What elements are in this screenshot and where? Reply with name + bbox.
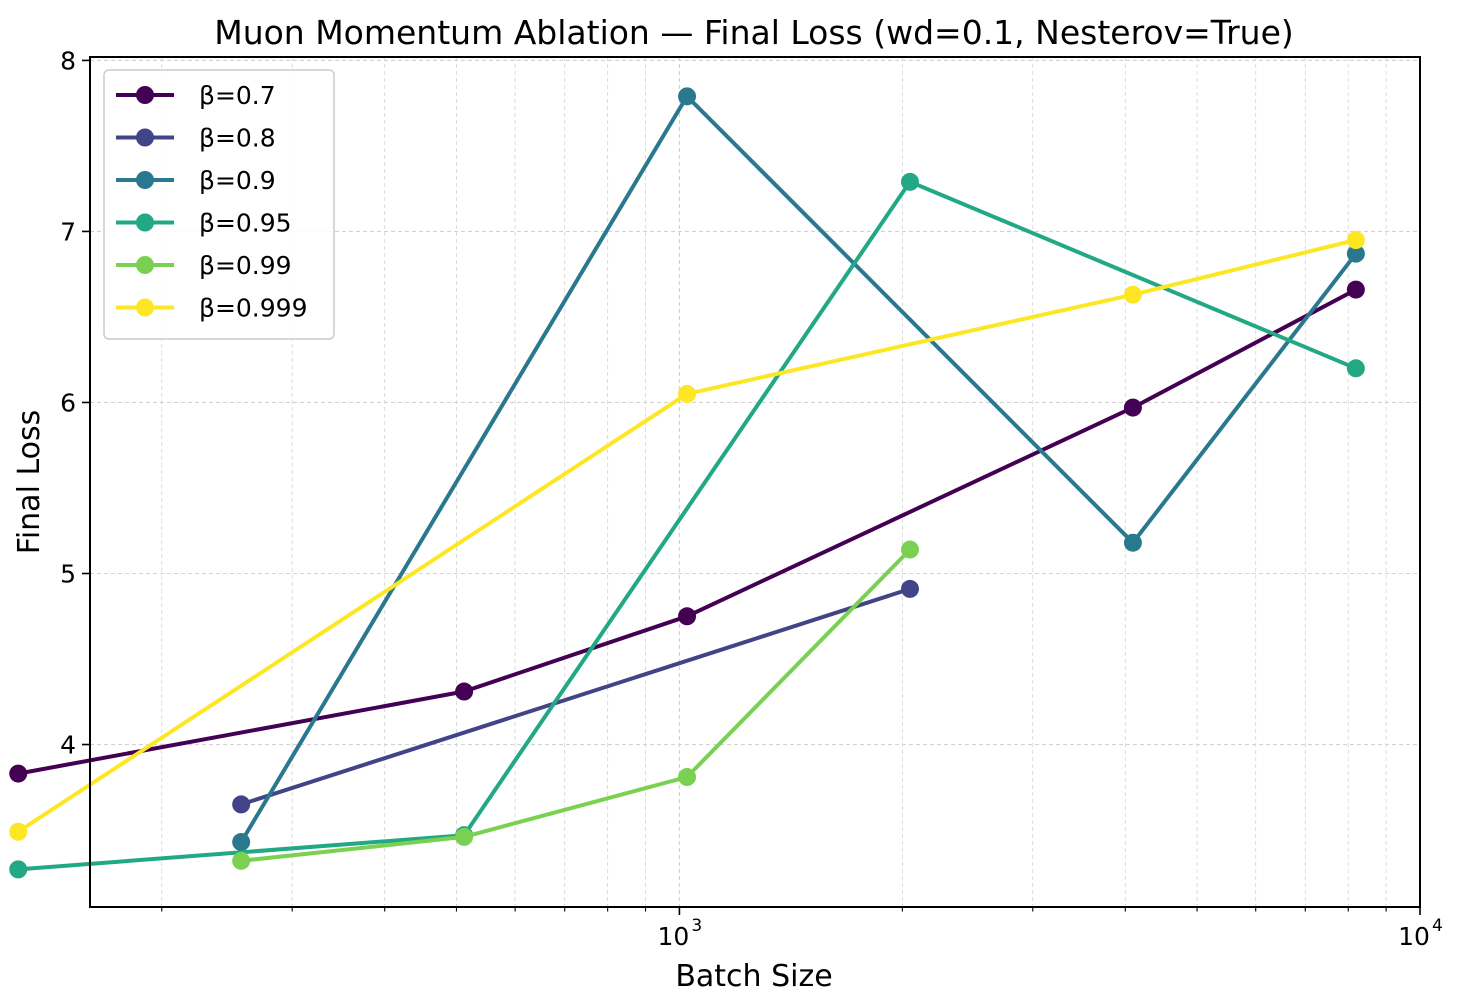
data-point <box>678 768 697 787</box>
y-tick-label: 4 <box>60 731 76 760</box>
series-line <box>239 547 912 863</box>
grid <box>90 57 1421 907</box>
data-point <box>1123 285 1142 304</box>
legend-label: β=0.99 <box>199 251 292 280</box>
legend-marker <box>136 256 154 274</box>
data-point <box>900 172 919 191</box>
legend-marker <box>136 128 154 147</box>
legend-label: β=0.8 <box>199 124 276 153</box>
data-point <box>9 764 28 783</box>
data-point <box>232 833 251 852</box>
series-line <box>239 586 912 807</box>
legend: β=0.7 β=0.8 β=0.9 β=0.95 β=0.99 β=0.999 <box>103 69 335 340</box>
data-point <box>900 579 919 598</box>
legend-label: β=0.999 <box>199 294 307 323</box>
legend-marker <box>136 213 154 232</box>
series-group <box>9 280 1365 783</box>
series-line <box>239 94 1358 844</box>
data-point <box>678 87 697 106</box>
y-tick-label: 5 <box>60 559 76 588</box>
data-point <box>1123 533 1142 552</box>
y-axis-label: Final Loss <box>12 410 47 554</box>
series-group <box>232 579 919 814</box>
data-point <box>1346 359 1365 378</box>
legend-marker <box>136 171 154 189</box>
x-axis-label: Batch Size <box>675 959 832 994</box>
series-layer <box>9 87 1365 879</box>
data-point <box>232 851 251 870</box>
data-point <box>9 860 28 879</box>
legend-label: β=0.95 <box>199 209 292 238</box>
chart-title: Muon Momentum Ablation — Final Loss (wd=… <box>214 13 1294 52</box>
legend-label: β=0.9 <box>199 166 276 195</box>
legend-marker <box>136 298 154 317</box>
series-group <box>232 87 1365 852</box>
data-point <box>455 827 474 846</box>
x-tick-label: 10 <box>1398 922 1430 951</box>
data-point <box>678 607 697 626</box>
data-point <box>1346 230 1365 249</box>
y-tick-label: 8 <box>60 46 76 75</box>
y-tick-label: 7 <box>60 217 76 246</box>
data-point <box>1346 280 1365 299</box>
x-tick-label-exponent: 4 <box>1432 916 1443 936</box>
series-line <box>16 238 1358 834</box>
x-tick-label: 10 <box>658 922 690 951</box>
data-point <box>1123 398 1142 417</box>
legend-label: β=0.7 <box>199 81 276 110</box>
data-point <box>9 822 28 841</box>
data-point <box>232 795 251 814</box>
data-point <box>455 682 474 701</box>
data-point <box>1346 244 1365 263</box>
series-group <box>232 540 919 870</box>
y-tick-label: 6 <box>60 388 76 417</box>
series-group <box>9 230 1365 841</box>
x-tick-label-exponent: 3 <box>691 916 702 936</box>
legend-marker <box>136 86 154 104</box>
data-point <box>900 540 919 559</box>
plot-frame <box>89 56 1421 908</box>
data-point <box>678 384 697 403</box>
